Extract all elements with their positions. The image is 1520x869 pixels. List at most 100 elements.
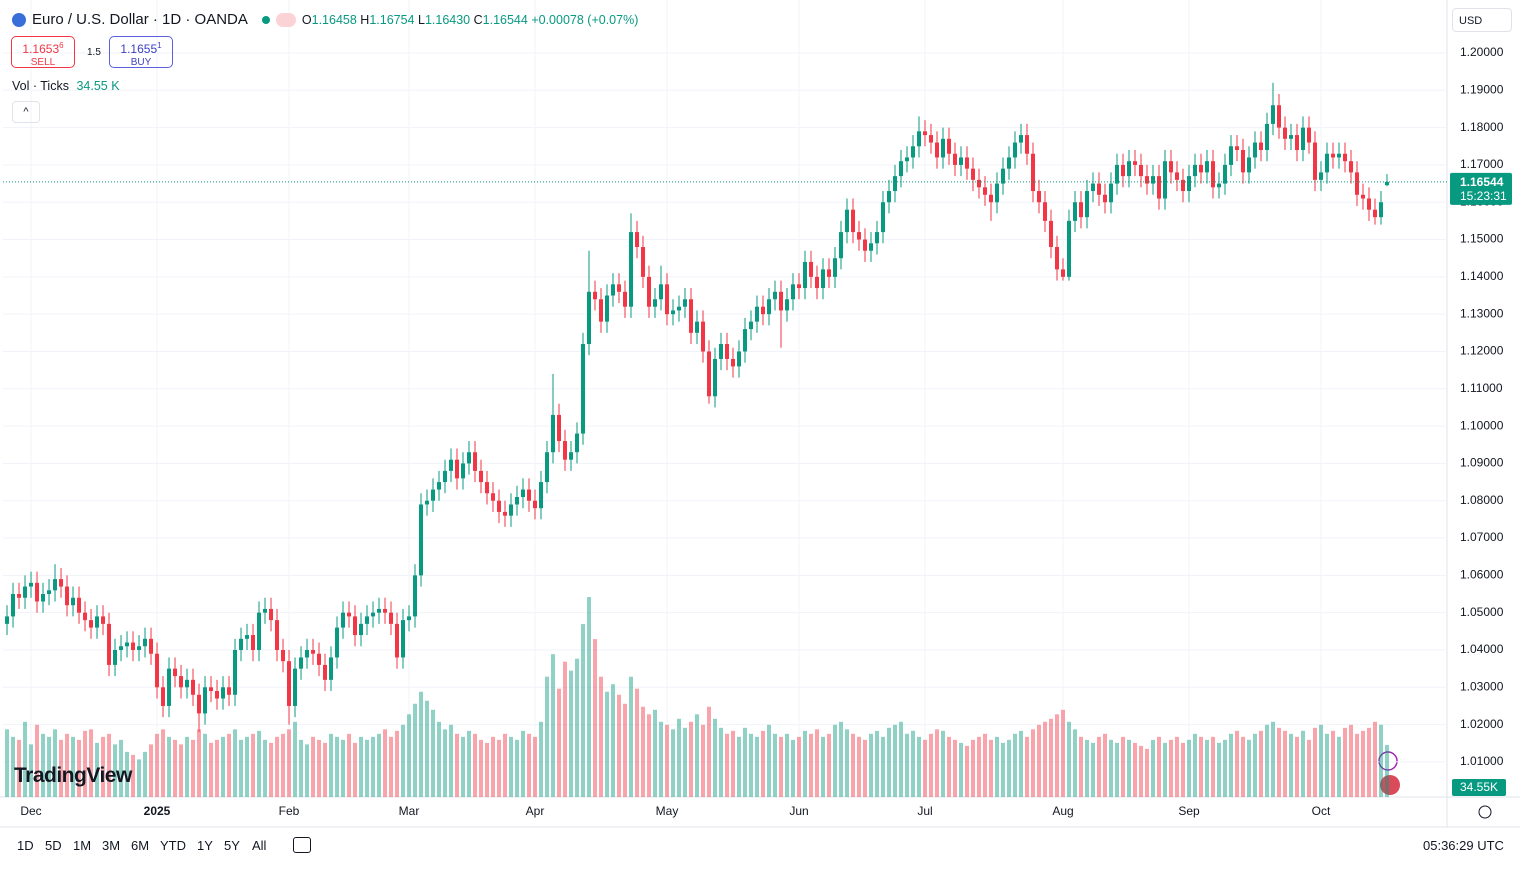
- plot: [3, 0, 1447, 797]
- range-button[interactable]: 5D: [45, 838, 62, 853]
- candle-body: [263, 608, 268, 613]
- volume-bar: [749, 733, 754, 797]
- candle-body: [107, 623, 112, 665]
- volume-bar: [299, 739, 304, 797]
- volume-bar: [107, 733, 112, 797]
- range-button[interactable]: 6M: [131, 838, 150, 853]
- candle-body: [605, 295, 610, 322]
- volume-bar: [323, 742, 328, 797]
- volume-bar: [1037, 724, 1042, 797]
- symbol-title[interactable]: Euro / U.S. Dollar · 1D · OANDA: [32, 11, 248, 28]
- volume-bar: [461, 736, 466, 797]
- volume-bar: [923, 739, 928, 797]
- candle-body: [653, 299, 658, 307]
- candle-body: [977, 179, 982, 188]
- candle-body: [701, 321, 706, 352]
- candle-body: [989, 194, 994, 203]
- candle-body: [707, 351, 712, 397]
- volume-bar: [563, 661, 568, 797]
- candle-body: [515, 497, 520, 505]
- y-tick-label: 1.18000: [1460, 120, 1504, 134]
- candle-body: [533, 500, 538, 509]
- volume-bar: [1253, 733, 1258, 797]
- date-range-icon[interactable]: [293, 837, 311, 853]
- candle-body: [299, 657, 304, 669]
- volume-bar: [1205, 739, 1210, 797]
- candle-body: [575, 433, 580, 453]
- buy-price: 1.1655: [120, 42, 158, 56]
- candle-body: [665, 284, 670, 315]
- candle-body: [635, 232, 640, 248]
- range-button[interactable]: All: [252, 838, 267, 853]
- candle-body: [1385, 181, 1390, 186]
- candle-body: [47, 590, 52, 595]
- alert-icon[interactable]: [1378, 751, 1398, 771]
- volume-bar: [971, 739, 976, 797]
- symbol-icon: [12, 12, 26, 27]
- candle-body: [527, 489, 532, 501]
- candle-body: [77, 597, 82, 613]
- volume-bar: [509, 736, 514, 797]
- candle-body: [713, 358, 718, 397]
- volume-bar: [149, 744, 154, 797]
- chart: 1.01000 1.02000 1.03000 1.04000 1.05000 1.060…: [0, 0, 1520, 828]
- candle-body: [461, 463, 466, 479]
- range-button[interactable]: 5Y: [224, 838, 240, 853]
- volume-bar: [695, 714, 700, 797]
- candle-body: [1379, 202, 1384, 218]
- volume-bar: [71, 736, 76, 797]
- volume-bar: [1169, 739, 1174, 797]
- symbol-header: Euro / U.S. Dollar · 1D · OANDA O1.16458…: [12, 11, 638, 28]
- candle-body: [797, 284, 802, 289]
- volume-bar: [1067, 721, 1072, 797]
- y-tick-label: 1.14000: [1460, 269, 1504, 283]
- volume-bar: [965, 745, 970, 797]
- candle-body: [1121, 164, 1126, 177]
- candle-body: [695, 321, 700, 333]
- candle-body: [683, 299, 688, 307]
- volume-bar: [1307, 739, 1312, 797]
- volume-bar: [539, 721, 544, 797]
- range-button[interactable]: YTD: [160, 838, 186, 853]
- candle-body: [1271, 105, 1276, 124]
- flag-icon[interactable]: [1380, 775, 1400, 795]
- volume-bar: [665, 724, 670, 797]
- y-tick-label: 1.03000: [1460, 679, 1504, 693]
- volume-bar: [701, 724, 706, 797]
- volume-bar: [5, 729, 10, 797]
- candle-body: [773, 291, 778, 300]
- volume-bar: [335, 736, 340, 797]
- candle-body: [419, 504, 424, 576]
- candle-body: [965, 157, 970, 169]
- candle-body: [1085, 191, 1090, 218]
- candle-body: [161, 687, 166, 706]
- y-tick-label: 1.07000: [1460, 530, 1504, 544]
- currency-select[interactable]: USD: [1452, 8, 1512, 32]
- volume-bar: [533, 736, 538, 797]
- sell-button[interactable]: 1.16536 SELL: [11, 36, 75, 68]
- candle-body: [881, 202, 886, 233]
- ohlc-label: C: [473, 12, 483, 27]
- volume-bar: [725, 733, 730, 797]
- collapse-button[interactable]: ^: [12, 101, 40, 123]
- candle-body: [539, 482, 544, 509]
- candle-body: [1313, 142, 1318, 180]
- range-button[interactable]: 1D: [17, 838, 34, 853]
- volume-bar: [437, 721, 442, 797]
- settings-icon[interactable]: [1478, 805, 1492, 819]
- buy-price-sup: 1: [157, 41, 162, 50]
- volume-bar: [365, 739, 370, 797]
- volume-bar: [731, 730, 736, 797]
- volume-bar: [707, 706, 712, 797]
- range-button[interactable]: 3M: [102, 838, 121, 853]
- volume-bar: [209, 742, 214, 797]
- range-button[interactable]: 1M: [73, 838, 92, 853]
- price-badge: [1450, 172, 1512, 205]
- range-button[interactable]: 1Y: [197, 838, 213, 853]
- volume-bar: [191, 739, 196, 797]
- candle-body: [593, 291, 598, 300]
- y-tick-label: 1.01000: [1460, 754, 1504, 768]
- buy-button[interactable]: 1.16551 BUY: [109, 36, 173, 68]
- candle-body: [731, 358, 736, 367]
- volume-bar: [137, 759, 142, 797]
